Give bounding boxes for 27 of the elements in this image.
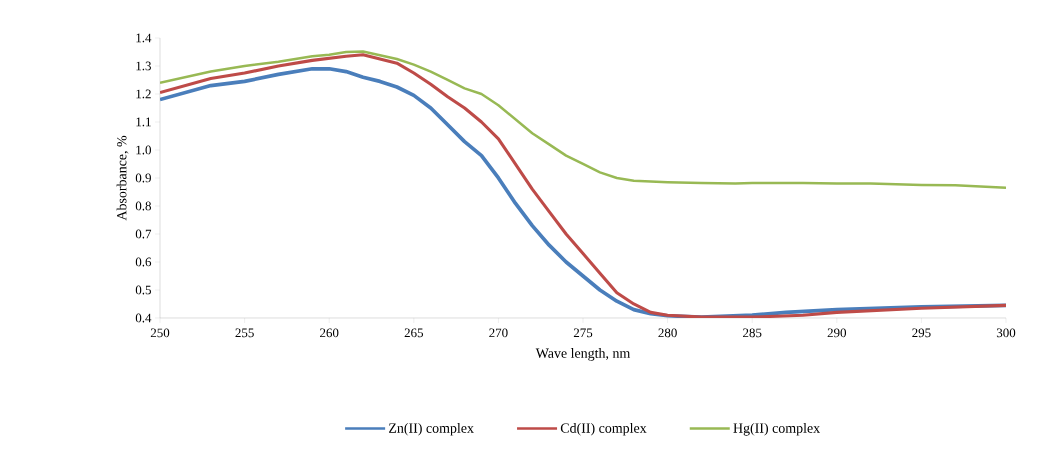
y-tick-label: 0.9: [135, 173, 151, 183]
x-tick-label: 250: [150, 328, 170, 338]
x-axis-title: Wave length, nm: [535, 348, 631, 361]
y-tick-label: 0.5: [135, 285, 151, 295]
x-tick-label: 275: [573, 328, 593, 338]
x-tick-label: 290: [827, 328, 847, 338]
x-tick-label: 260: [320, 328, 339, 338]
y-tick-label: 0.7: [135, 229, 152, 239]
x-tick-label: 270: [489, 328, 508, 338]
y-axis-title: Absorbance, %: [116, 135, 129, 221]
legend-label: Zn(II) complex: [389, 422, 474, 436]
y-tick-label: 0.8: [135, 201, 151, 211]
legend-label: Cd(II) complex: [560, 422, 647, 436]
y-tick-label: 1.1: [136, 117, 151, 127]
x-tick-label: 255: [235, 328, 254, 338]
x-tick-label: 280: [658, 328, 677, 338]
x-tick-label: 265: [404, 328, 424, 338]
y-tick-label: 0.4: [135, 313, 152, 323]
x-tick-label: 285: [743, 328, 762, 338]
y-tick-label: 1.0: [136, 145, 151, 155]
y-tick-label: 1.2: [136, 89, 151, 99]
x-tick-label: 300: [996, 328, 1016, 338]
y-tick-label: 1.4: [136, 33, 152, 43]
y-tick-label: 1.3: [136, 61, 151, 71]
x-tick-label: 295: [912, 328, 931, 338]
y-tick-label: 0.6: [135, 257, 152, 267]
legend-label: Hg(II) complex: [733, 422, 820, 436]
